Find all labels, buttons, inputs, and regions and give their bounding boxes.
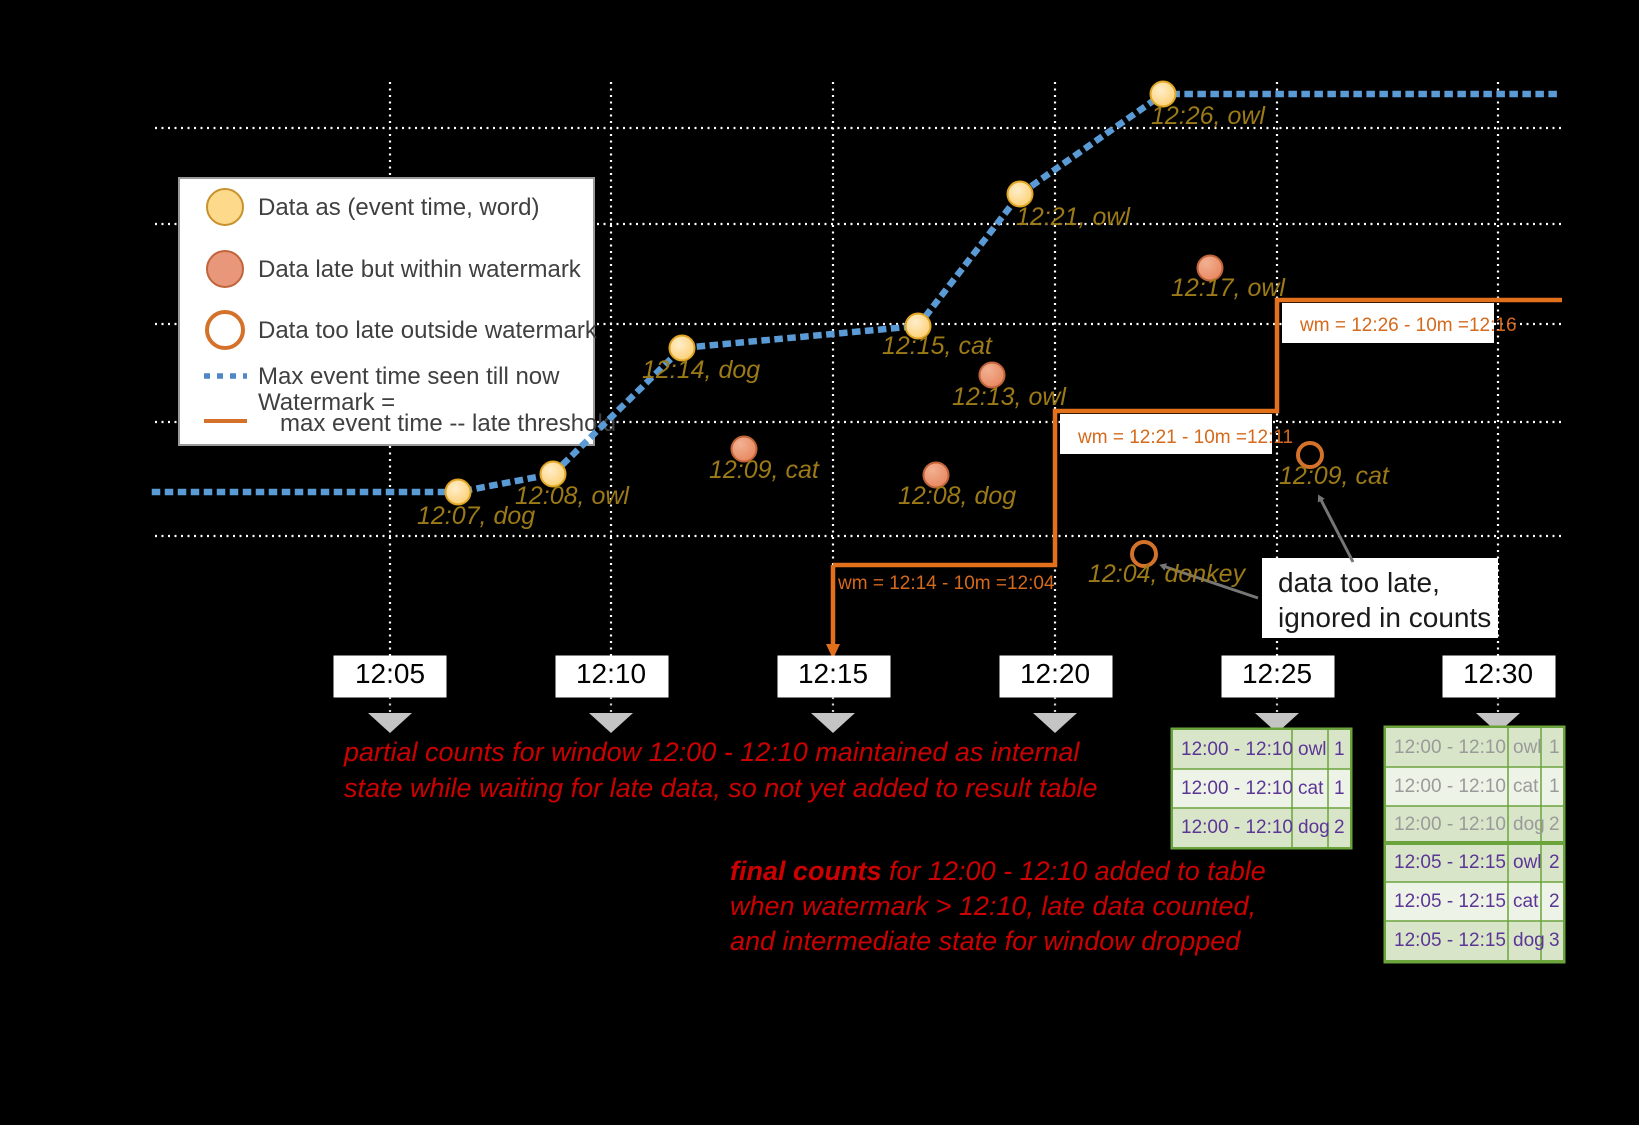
svg-text:cat: cat xyxy=(1513,776,1539,797)
svg-text:owl: owl xyxy=(1513,737,1542,758)
svg-text:12:00 - 12:10: 12:00 - 12:10 xyxy=(1394,737,1506,758)
svg-text:12:00 - 12:10: 12:00 - 12:10 xyxy=(1181,778,1293,799)
svg-text:12:00 - 12:10: 12:00 - 12:10 xyxy=(1394,776,1506,797)
svg-text:12:30: 12:30 xyxy=(1463,658,1533,689)
svg-text:12:00 - 12:10: 12:00 - 12:10 xyxy=(1394,814,1506,835)
svg-text:ignored in counts: ignored in counts xyxy=(1278,602,1491,633)
svg-text:1: 1 xyxy=(1334,778,1345,799)
svg-text:12:05 - 12:15: 12:05 - 12:15 xyxy=(1394,930,1506,951)
svg-text:1: 1 xyxy=(1549,776,1560,797)
svg-text:12:05 - 12:15: 12:05 - 12:15 xyxy=(1394,891,1506,912)
svg-text:final counts for 12:00 - 12:10: final counts for 12:00 - 12:10 added to … xyxy=(730,856,1266,886)
svg-text:12:08, dog: 12:08, dog xyxy=(898,482,1016,510)
svg-text:Data as (event time, word): Data as (event time, word) xyxy=(258,194,539,221)
svg-text:cat: cat xyxy=(1298,778,1324,799)
svg-text:and intermediate state for win: and intermediate state for window droppe… xyxy=(730,926,1241,956)
svg-text:12:04, donkey: 12:04, donkey xyxy=(1088,560,1247,588)
svg-text:owl: owl xyxy=(1513,852,1542,873)
svg-text:dog: dog xyxy=(1513,814,1545,835)
svg-text:2: 2 xyxy=(1334,817,1345,838)
svg-text:12:17, owl: 12:17, owl xyxy=(1171,274,1286,302)
svg-text:Max event time seen till now: Max event time seen till now xyxy=(258,363,560,390)
svg-text:12:00 - 12:10: 12:00 - 12:10 xyxy=(1181,739,1293,760)
svg-text:12:09, cat: 12:09, cat xyxy=(1279,462,1390,490)
svg-text:12:05: 12:05 xyxy=(355,658,425,689)
svg-text:12:20: 12:20 xyxy=(1020,658,1090,689)
svg-text:12:14, dog: 12:14, dog xyxy=(642,356,760,384)
svg-text:12:15: 12:15 xyxy=(798,658,868,689)
svg-text:2: 2 xyxy=(1549,852,1560,873)
svg-text:2: 2 xyxy=(1549,891,1560,912)
svg-text:max event time -- late thresho: max event time -- late threshold xyxy=(280,410,616,437)
svg-text:cat: cat xyxy=(1513,891,1539,912)
svg-text:12:08, owl: 12:08, owl xyxy=(515,482,630,510)
svg-text:12:13, owl: 12:13, owl xyxy=(952,383,1067,411)
svg-text:when watermark > 12:10, late d: when watermark > 12:10, late data counte… xyxy=(730,891,1256,921)
svg-text:Data too late outside watermar: Data too late outside watermark xyxy=(258,317,598,344)
svg-text:1: 1 xyxy=(1549,737,1560,758)
svg-text:dog: dog xyxy=(1513,930,1545,951)
svg-text:data too late,: data too late, xyxy=(1278,567,1440,598)
svg-text:12:05 - 12:15: 12:05 - 12:15 xyxy=(1394,852,1506,873)
svg-text:dog: dog xyxy=(1298,817,1330,838)
svg-text:3: 3 xyxy=(1549,930,1560,951)
svg-text:12:10: 12:10 xyxy=(576,658,646,689)
svg-text:2: 2 xyxy=(1549,814,1560,835)
svg-text:12:00 - 12:10: 12:00 - 12:10 xyxy=(1181,817,1293,838)
svg-text:wm = 12:14 - 10m =12:04: wm = 12:14 - 10m =12:04 xyxy=(837,573,1055,594)
svg-text:12:26, owl: 12:26, owl xyxy=(1151,102,1266,130)
svg-text:1: 1 xyxy=(1334,739,1345,760)
svg-text:wm = 12:21 - 10m =12:11: wm = 12:21 - 10m =12:11 xyxy=(1077,427,1293,448)
svg-text:12:09, cat: 12:09, cat xyxy=(709,456,820,484)
svg-text:Data late but within watermark: Data late but within watermark xyxy=(258,256,582,283)
svg-text:owl: owl xyxy=(1298,739,1327,760)
svg-text:state while waiting for late d: state while waiting for late data, so no… xyxy=(344,773,1097,803)
svg-text:12:15, cat: 12:15, cat xyxy=(882,332,993,360)
svg-text:wm = 12:26 - 10m =12:16: wm = 12:26 - 10m =12:16 xyxy=(1299,315,1517,336)
svg-text:12:21, owl: 12:21, owl xyxy=(1016,203,1131,231)
svg-text:12:25: 12:25 xyxy=(1242,658,1312,689)
svg-text:partial counts for window 12:0: partial counts for window 12:00 - 12:10 … xyxy=(343,737,1080,767)
